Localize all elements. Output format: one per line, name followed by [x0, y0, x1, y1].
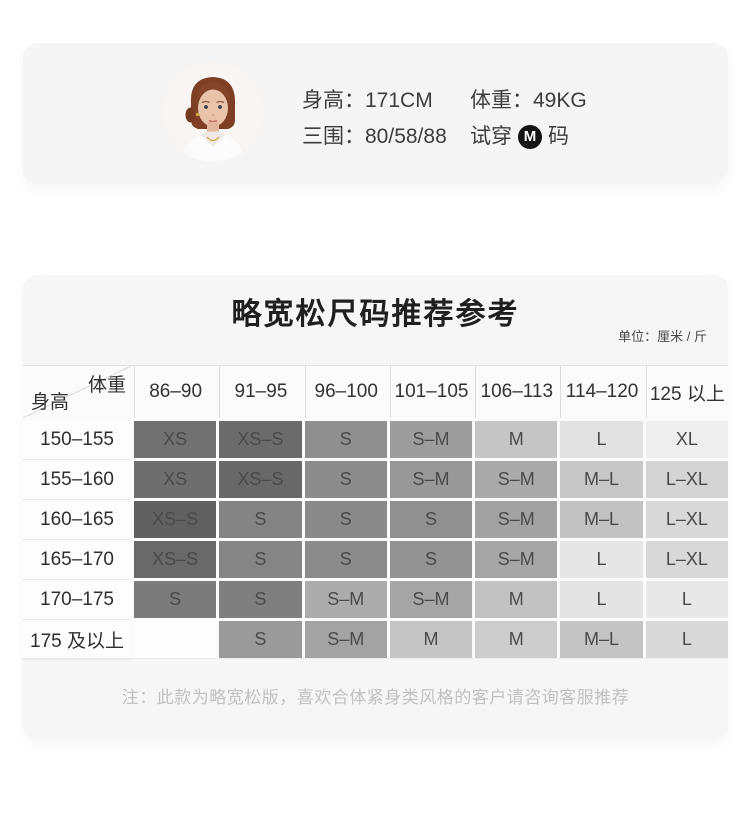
table-corner-cell: 体重 身高	[23, 366, 131, 418]
size-cell: XS	[134, 461, 217, 498]
column-header: 106–113	[475, 366, 557, 418]
size-cell: M–L	[560, 621, 643, 658]
row-label: 175 及以上	[23, 621, 131, 660]
size-cell: XS–S	[134, 541, 217, 578]
model-info-card: 身高： 171CM 体重： 49KG 三围： 80/58/88 试穿 M 码	[23, 43, 728, 183]
model-portrait-illustration	[163, 62, 263, 162]
size-cell: S	[389, 541, 473, 578]
size-chart-title: 略宽松尺码推荐参考	[231, 298, 520, 331]
row-label: 165–170	[23, 541, 131, 580]
row-label: 150–155	[23, 421, 131, 460]
size-cell: L	[560, 581, 643, 618]
size-cell: M–L	[560, 501, 643, 538]
size-cell	[134, 621, 217, 658]
column-header: 91–95	[219, 366, 301, 418]
row-label: 155–160	[23, 461, 131, 500]
model-photo	[163, 62, 263, 162]
size-cell: S–M	[304, 581, 387, 618]
weight-value: 49KG	[533, 89, 587, 112]
size-cell: S	[219, 581, 302, 618]
height-value: 171CM	[365, 89, 433, 112]
size-chart-card: 略宽松尺码推荐参考 单位：厘米 / 斤 体重 身高 86–90 91–95 96–100…	[23, 275, 728, 740]
size-cell: S	[134, 581, 217, 618]
size-cell: M	[475, 421, 558, 458]
model-weight: 体重： 49KG	[470, 87, 587, 114]
weight-label: 体重：	[470, 89, 533, 112]
size-cell: S–M	[475, 541, 558, 578]
size-cell: S	[219, 501, 302, 538]
size-cell: S	[304, 501, 387, 538]
row-label: 160–165	[23, 501, 131, 540]
column-header: 125 以上	[645, 366, 728, 418]
size-cell: S–M	[304, 621, 387, 658]
size-cell: L	[645, 581, 728, 618]
column-header: 114–120	[560, 366, 642, 418]
size-cell: M	[475, 581, 558, 618]
size-table: 体重 身高 86–90 91–95 96–100 101–105 106–113 114–12…	[23, 365, 728, 660]
size-cell: XS–S	[219, 461, 302, 498]
size-cell: XS–S	[134, 501, 217, 538]
size-cell: XL	[645, 421, 728, 458]
size-cell: L	[560, 541, 643, 578]
fit-suffix: 码	[548, 125, 569, 148]
size-cell: S–M	[389, 581, 473, 618]
fit-label: 试穿	[470, 125, 512, 148]
size-cell: S	[219, 621, 302, 658]
unit-note: 单位：厘米 / 斤	[618, 329, 707, 344]
size-cell: XS–S	[219, 421, 302, 458]
fit-size-badge: M	[518, 124, 542, 149]
height-label: 身高：	[302, 89, 365, 112]
size-cell: S	[304, 461, 387, 498]
corner-weight-label: 体重	[87, 375, 126, 396]
model-info: 身高： 171CM 体重： 49KG 三围： 80/58/88 试穿 M 码	[302, 87, 587, 150]
size-cell: S–M	[389, 421, 473, 458]
size-cell: S	[219, 541, 302, 578]
size-cell: S	[389, 501, 473, 538]
measurements-label: 三围：	[302, 125, 365, 148]
corner-height-label: 身高	[31, 392, 70, 413]
footnote: 注：此款为略宽松版，喜欢合体紧身类风格的客户请咨询客服推荐	[121, 688, 630, 707]
size-cell: L	[560, 421, 643, 458]
size-cell: M	[475, 621, 558, 658]
column-header: 86–90	[134, 366, 216, 418]
size-cell: L–XL	[645, 501, 728, 538]
size-cell: S–M	[389, 461, 473, 498]
measurements-value: 80/58/88	[365, 125, 447, 148]
size-cell: XS	[134, 421, 217, 458]
size-cell: S	[304, 541, 387, 578]
size-cell: L–XL	[645, 461, 728, 498]
size-cell: S–M	[475, 501, 558, 538]
model-height: 身高： 171CM	[302, 87, 470, 114]
size-cell: L–XL	[645, 541, 728, 578]
column-header: 96–100	[304, 366, 387, 418]
size-cell: S–M	[475, 461, 558, 498]
size-cell: M–L	[560, 461, 643, 498]
column-header: 101–105	[389, 366, 472, 418]
model-measurements: 三围： 80/58/88	[302, 123, 470, 150]
size-cell: M	[389, 621, 473, 658]
model-fit-size: 试穿 M 码	[470, 123, 587, 150]
row-label: 170–175	[23, 581, 131, 620]
size-cell: L	[645, 621, 728, 658]
size-cell: S	[304, 421, 387, 458]
